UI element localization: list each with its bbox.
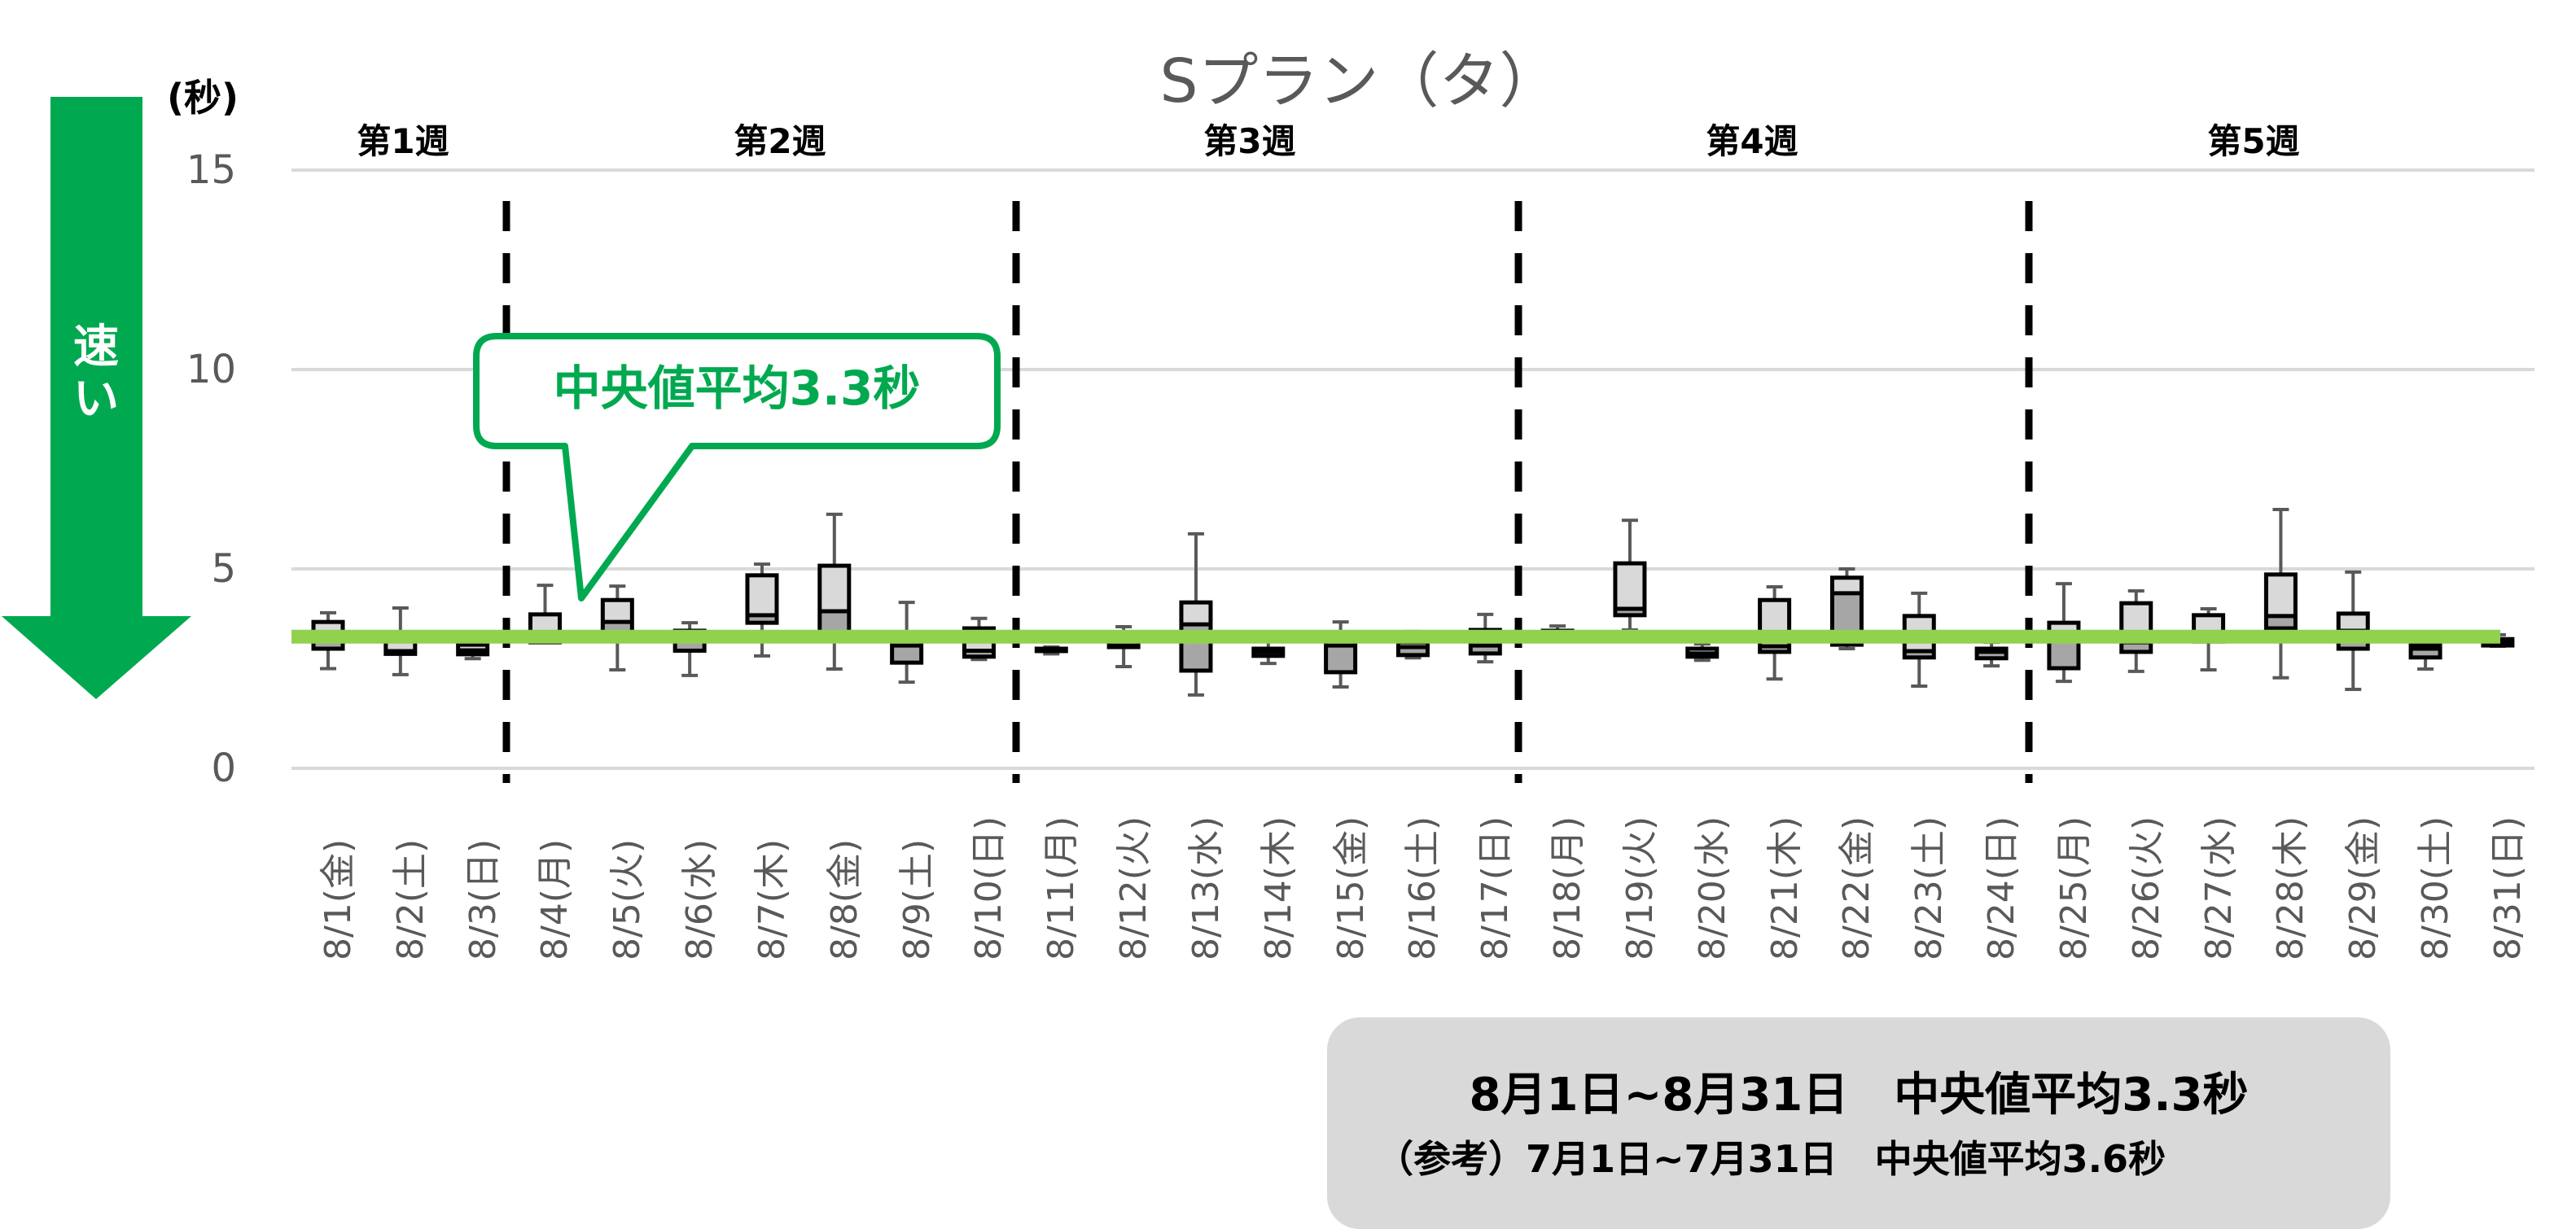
x-axis-label: 8/25(月) [2052,816,2095,960]
boxplot-8/11(月) [1034,645,1068,656]
x-axis-label: 8/27(水) [2197,816,2240,960]
speed-arrow-label: 速い [73,321,119,426]
callout-text: 中央値平均3.3秒 [553,361,921,416]
x-axis-label: 8/26(火) [2125,816,2167,960]
week-label: 第3週 [1203,121,1296,161]
summary-reference-text: （参考）7月1日~7月31日 中央値平均3.6秒 [1376,1137,2166,1181]
callout-bubble [473,333,1001,601]
speed-arrow [2,97,191,699]
x-axis-label: 8/22(金) [1836,816,1878,960]
x-axis-label: 8/13(水) [1185,816,1227,960]
summary-panel: 8月1日~8月31日 中央値平均3.3秒 （参考）7月1日~7月31日 中央値平… [1327,1017,2390,1229]
boxplot-8/13(水) [1179,531,1213,697]
week-label: 第2週 [734,121,826,161]
y-tick-label: 0 [211,746,236,791]
boxplot-8/30(土) [2408,642,2442,671]
boxplot-8/19(火) [1613,518,1647,632]
week-label: 第1週 [357,121,449,161]
chart-title: Sプラン（タ） [1159,46,1560,116]
boxplots [311,507,2515,697]
y-tick-label: 10 [186,347,236,392]
boxplot-8/24(日) [1974,641,2009,668]
boxplot-8/20(水) [1685,642,1720,663]
x-axis-label: 8/17(日) [1474,816,1517,960]
x-axis-label: 8/5(火) [607,838,649,960]
x-axis-label: 8/9(土) [896,838,938,960]
x-axis-label: 8/29(金) [2342,816,2385,960]
week-separators [502,201,2033,783]
x-axis-label: 8/28(木) [2270,816,2312,960]
boxplot-8/7(木) [745,562,779,658]
x-axis-label: 8/7(木) [751,838,793,960]
x-axis-label: 8/31(日) [2486,816,2529,960]
callout-shape [473,333,1001,601]
summary-main-text: 8月1日~8月31日 中央値平均3.3秒 [1469,1069,2249,1122]
x-axis-label: 8/20(水) [1691,816,1733,960]
y-tick-label: 15 [186,147,236,193]
x-axis-label: 8/8(金) [823,838,865,960]
boxplot-8/14(木) [1251,640,1286,666]
x-axis-label: 8/18(月) [1547,816,1589,960]
x-axis-label: 8/3(日) [462,838,504,960]
x-axis-label: 8/1(金) [318,838,359,960]
x-axis-label: 8/11(月) [1040,816,1083,960]
x-axis-label: 8/12(火) [1113,816,1155,960]
x-axis-label: 8/23(土) [1908,816,1951,960]
boxplot-8/8(金) [817,512,852,671]
x-axis-label: 8/19(火) [1619,816,1661,960]
y-tick-label: 5 [211,546,236,592]
down-arrow-icon [2,97,191,699]
boxplot-8/5(火) [600,584,634,671]
x-axis-label: 8/30(土) [2415,816,2457,960]
x-axis-label: 8/14(木) [1257,816,1299,960]
x-axis-label: 8/15(金) [1330,816,1372,960]
week-label: 第4週 [1706,121,1798,161]
x-axis-label: 8/16(土) [1402,816,1444,960]
x-axis-label: 8/10(日) [968,816,1010,960]
boxplot-8/28(木) [2263,507,2298,680]
y-axis-unit-label: (秒) [167,76,239,120]
x-axis-label: 8/21(木) [1763,816,1806,960]
x-axis-label: 8/24(日) [1981,816,2023,960]
week-label: 第5週 [2207,121,2300,161]
boxplot-8/3(日) [456,641,490,661]
x-axis-label: 8/2(土) [389,838,432,960]
x-axis-label: 8/6(水) [679,838,721,960]
x-axis-label: 8/4(月) [534,838,576,960]
